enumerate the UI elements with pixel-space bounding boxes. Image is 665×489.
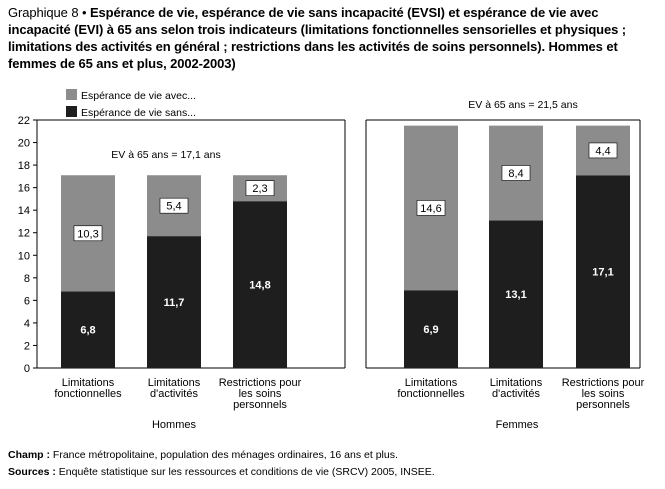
category-label: d'activités (150, 388, 198, 400)
chart-legend: Espérance de vie avec... Espérance de vie… (66, 89, 196, 119)
chart-notes: Champ : France métropolitaine, populatio… (8, 447, 658, 481)
category-label: fonctionnelles (397, 388, 465, 400)
bar-sans (61, 291, 115, 368)
value-label-avec-box (501, 165, 531, 181)
ev-note: EV à 65 ans = 21,5 ans (468, 99, 577, 111)
y-tick-label: 6 (24, 295, 30, 307)
value-label-sans: 17,1 (592, 267, 613, 279)
value-label-sans: 11,7 (164, 297, 185, 309)
y-tick-label: 20 (18, 138, 30, 150)
value-label-avec: 4,4 (595, 145, 610, 157)
category-label: Restrictions pour (562, 377, 645, 389)
value-label-avec-box (159, 197, 189, 214)
note-champ-text: France métropolitaine, population des mé… (52, 449, 398, 461)
ev-note: EV à 65 ans = 17,1 ans (111, 149, 220, 161)
value-label-sans: 6,9 (423, 324, 438, 336)
category-label: Limitations (405, 377, 458, 389)
bar-sans (489, 220, 543, 368)
category-label: d'activités (492, 388, 540, 400)
category-label: les soins (582, 388, 625, 400)
category-label: Limitations (62, 377, 115, 389)
note-champ-label: Champ : (8, 449, 50, 461)
bar-sans (233, 201, 287, 368)
chart-title-prefix: Graphique 8 • (8, 5, 87, 20)
category-label: Limitations (490, 377, 543, 389)
legend-label-sans: Espérance de vie sans... (81, 107, 196, 119)
value-label-avec-box (588, 142, 618, 159)
y-tick-label: 4 (24, 318, 30, 330)
y-tick-label: 8 (24, 273, 30, 285)
note-sources-text: Enquête statistique sur les ressources e… (58, 466, 435, 478)
value-label-avec-box (73, 225, 103, 242)
y-tick-label: 12 (18, 228, 30, 240)
y-tick-label: 18 (18, 160, 30, 172)
value-label-avec-box (416, 200, 446, 216)
category-label: fonctionnelles (54, 388, 122, 400)
value-label-avec-box (245, 180, 275, 196)
y-tick-label: 2 (24, 340, 30, 352)
chart-title: Graphique 8 • Espérance de vie, espéranc… (8, 4, 658, 72)
value-label-avec: 8,4 (508, 168, 523, 180)
category-label: les soins (239, 388, 282, 400)
y-tick-label: 0 (24, 363, 30, 375)
note-champ: Champ : France métropolitaine, populatio… (8, 447, 658, 464)
panel-femmes: 6,914,6Limitationsfonctionnelles13,18,4L… (365, 99, 645, 431)
panel-hommes: 02468101214161820226,810,3Limitationsfon… (18, 115, 346, 431)
category-label: personnels (576, 399, 630, 411)
y-tick-label: 16 (18, 183, 30, 195)
value-label-avec: 14,6 (420, 203, 441, 215)
group-label: Femmes (496, 419, 539, 431)
note-sources: Sources : Enquête statistique sur les re… (8, 464, 658, 481)
category-label: personnels (233, 399, 287, 411)
value-label-avec: 2,3 (252, 183, 267, 195)
bar-sans (576, 175, 630, 368)
value-label-sans: 14,8 (249, 280, 270, 292)
category-label: Restrictions pour (219, 377, 302, 389)
legend-label-avec: Espérance de vie avec... (81, 90, 196, 102)
legend-swatch-avec (66, 89, 77, 100)
note-sources-label: Sources : (8, 466, 56, 478)
value-label-sans: 13,1 (505, 289, 526, 301)
bar-sans (147, 236, 201, 368)
y-tick-label: 10 (18, 250, 30, 262)
legend-swatch-sans (66, 106, 77, 117)
value-label-avec: 10,3 (77, 228, 98, 240)
group-label: Hommes (152, 419, 197, 431)
value-label-avec: 5,4 (166, 201, 181, 213)
y-tick-label: 14 (18, 205, 30, 217)
chart-title-text: Espérance de vie, espérance de vie sans … (8, 5, 627, 71)
y-tick-label: 22 (18, 115, 30, 127)
value-label-sans: 6,8 (80, 325, 95, 337)
bar-sans (404, 290, 458, 368)
category-label: Limitations (148, 377, 201, 389)
